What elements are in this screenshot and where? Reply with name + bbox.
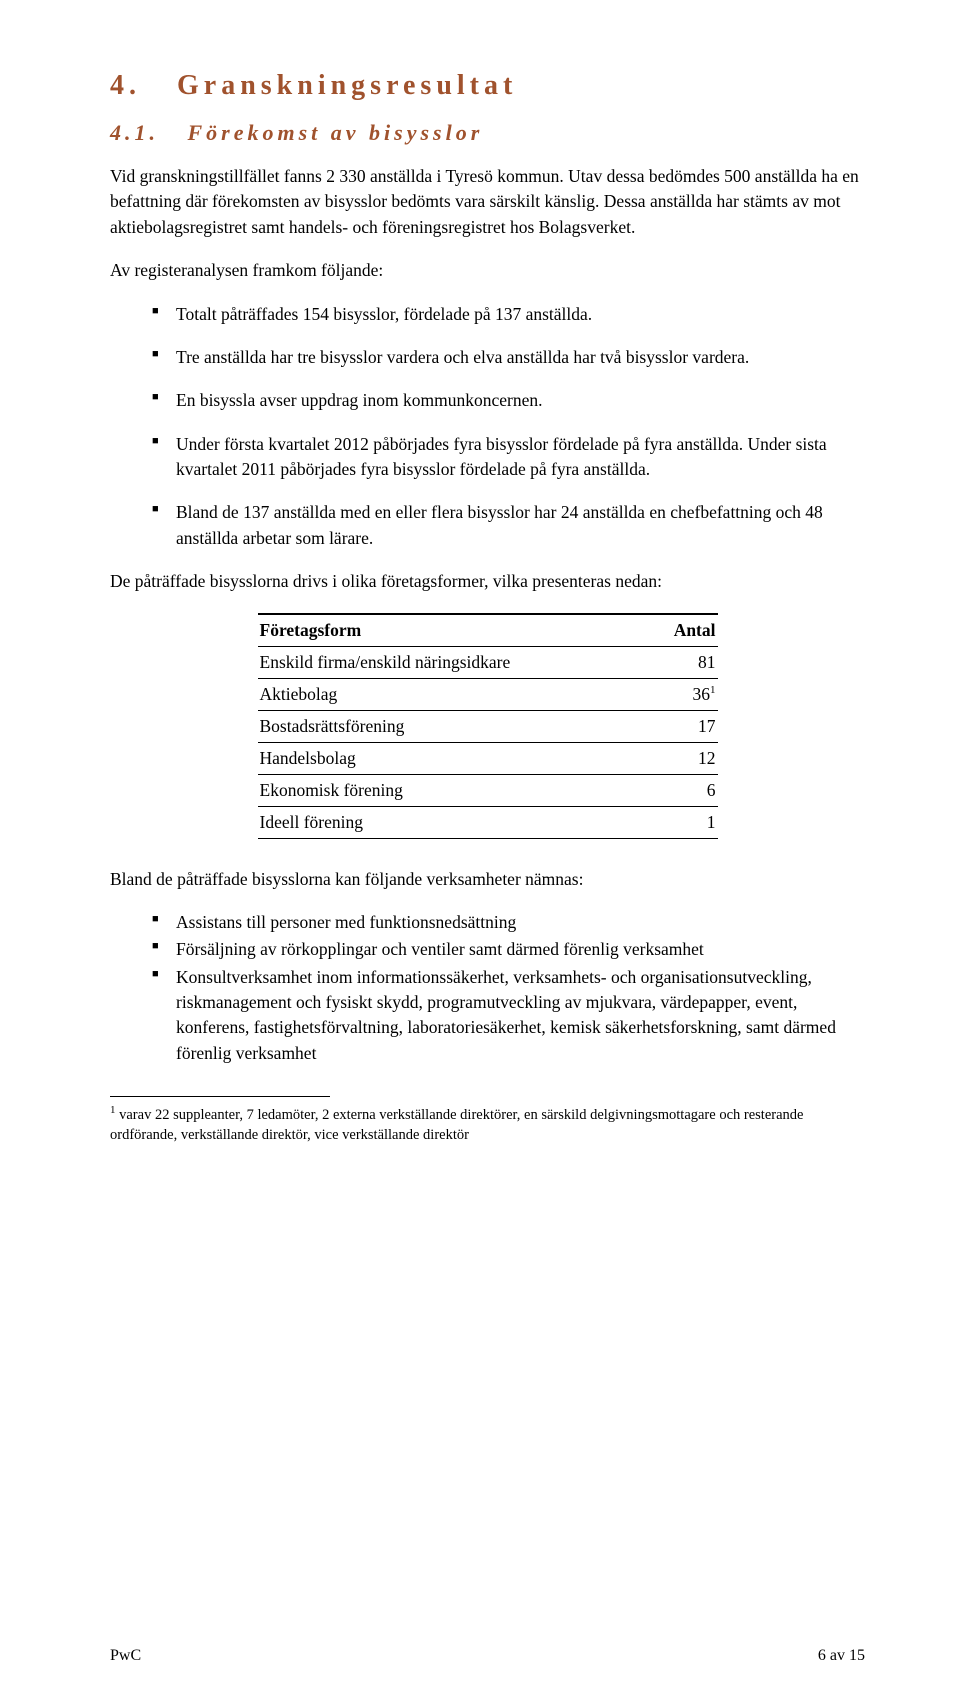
list-item: Tre anställda har tre bisysslor vardera … <box>152 345 865 370</box>
footnote-separator <box>110 1096 330 1097</box>
table-wrapper: Företagsform Antal Enskild firma/enskild… <box>110 613 865 839</box>
table-row: Handelsbolag12 <box>258 742 718 774</box>
analysis-intro: Av registeranalysen framkom följande: <box>110 258 865 283</box>
cell-form: Bostadsrättsförening <box>258 710 648 742</box>
bullet-list-2: Assistans till personer med funktionsned… <box>110 910 865 1066</box>
activities-intro: Bland de påträffade bisysslorna kan följ… <box>110 867 865 892</box>
heading-main: 4. Granskningsresultat <box>110 70 865 102</box>
bullet-list-1: Totalt påträffades 154 bisysslor, fördel… <box>110 302 865 552</box>
cell-count: 6 <box>648 774 718 806</box>
footnote: 1 varav 22 suppleanter, 7 ledamöter, 2 e… <box>110 1103 865 1145</box>
col-header-count: Antal <box>648 614 718 647</box>
list-item: Försäljning av rörkopplingar och ventile… <box>152 937 865 962</box>
footnote-text: varav 22 suppleanter, 7 ledamöter, 2 ext… <box>110 1107 803 1143</box>
table-row: Enskild firma/enskild näringsidkare81 <box>258 646 718 678</box>
col-header-form: Företagsform <box>258 614 648 647</box>
cell-form: Ekonomisk förening <box>258 774 648 806</box>
list-item: Assistans till personer med funktionsned… <box>152 910 865 935</box>
cell-form: Handelsbolag <box>258 742 648 774</box>
table-row: Aktiebolag361 <box>258 678 718 710</box>
list-item: Konsultverksamhet inom informationssäker… <box>152 965 865 1067</box>
cell-count: 81 <box>648 646 718 678</box>
footer-right: 6 av 15 <box>818 1647 865 1665</box>
company-form-table: Företagsform Antal Enskild firma/enskild… <box>258 613 718 839</box>
cell-count: 361 <box>648 678 718 710</box>
table-intro: De påträffade bisysslorna drivs i olika … <box>110 569 865 594</box>
cell-form: Ideell förening <box>258 806 648 838</box>
cell-count: 1 <box>648 806 718 838</box>
list-item: Totalt påträffades 154 bisysslor, fördel… <box>152 302 865 327</box>
list-item: Under första kvartalet 2012 påbörjades f… <box>152 432 865 483</box>
cell-form: Aktiebolag <box>258 678 648 710</box>
cell-form: Enskild firma/enskild näringsidkare <box>258 646 648 678</box>
table-header-row: Företagsform Antal <box>258 614 718 647</box>
table-row: Ekonomisk förening6 <box>258 774 718 806</box>
cell-count: 12 <box>648 742 718 774</box>
page-footer: PwC 6 av 15 <box>110 1647 865 1665</box>
intro-paragraph: Vid granskningstillfället fanns 2 330 an… <box>110 164 865 240</box>
document-page: 4. Granskningsresultat 4.1. Förekomst av… <box>0 0 960 1705</box>
footer-left: PwC <box>110 1647 141 1665</box>
table-row: Ideell förening1 <box>258 806 718 838</box>
cell-count: 17 <box>648 710 718 742</box>
list-item: En bisyssla avser uppdrag inom kommunkon… <box>152 388 865 413</box>
superscript: 1 <box>710 684 716 696</box>
heading-sub: 4.1. Förekomst av bisysslor <box>110 120 865 146</box>
table-row: Bostadsrättsförening17 <box>258 710 718 742</box>
list-item: Bland de 137 anställda med en eller fler… <box>152 500 865 551</box>
